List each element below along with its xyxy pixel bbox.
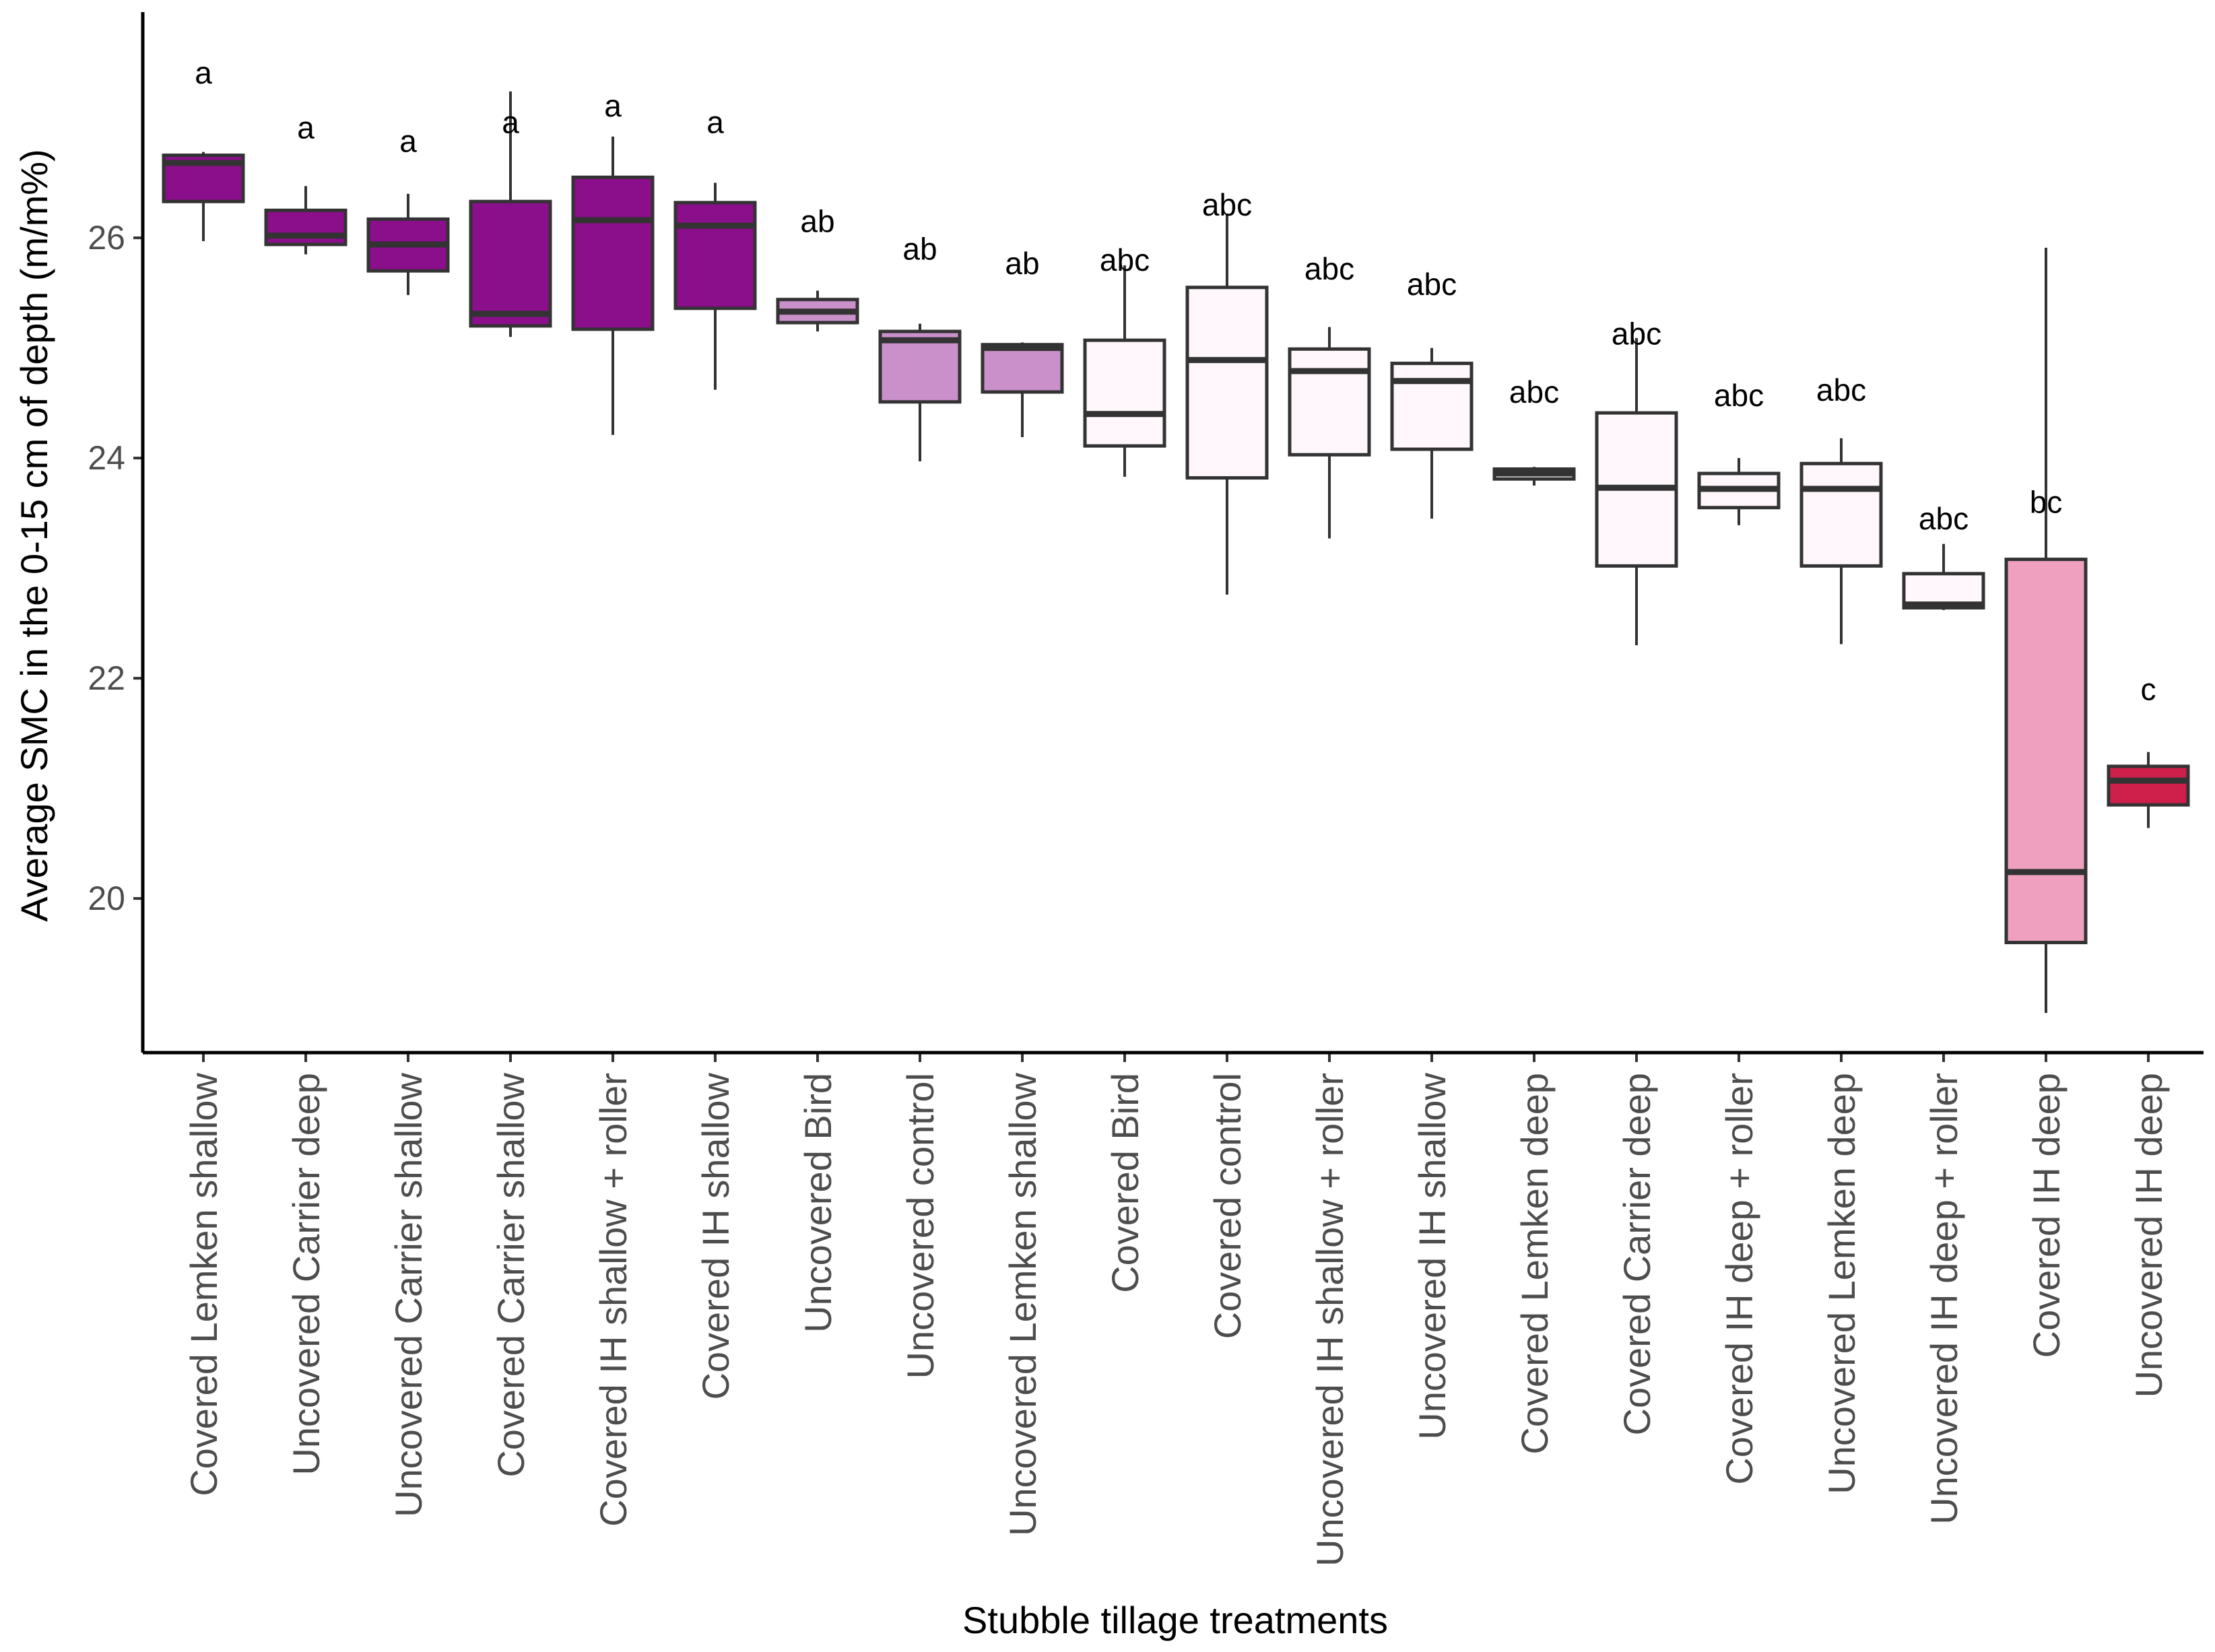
box-uncovered-carrier-deep [264,186,348,255]
box-covered-ih-shallow-roller [571,136,655,435]
significance-label: abc [1816,372,1866,407]
box-uncovered-ih-deep-roller [1902,543,1985,610]
box-body [2004,558,2088,945]
y-tick-label: 22 [88,659,125,697]
x-tick-label: Uncovered Lemken deep [1820,1073,1863,1494]
box-uncovered-carrier-shallow [366,193,450,296]
box-body [981,343,1064,394]
x-tick-label: Covered IH shallow [694,1072,737,1399]
x-tick-label: Covered control [1206,1073,1249,1339]
axes [141,12,2204,1055]
box-uncovered-ih-deep [2107,752,2190,828]
x-tick-label: Covered Lemken shallow [183,1072,225,1496]
significance-label: a [706,104,724,139]
significance-label: bc [2030,485,2063,520]
y-axis-title-group: Average SMC in the 0-15 cm of depth (m/m… [13,149,55,921]
x-tick-label: Uncovered Lemken shallow [1001,1072,1044,1535]
significance-label: abc [1509,374,1559,409]
significance-label: a [195,55,212,90]
x-tick-label: Uncovered Carrier deep [285,1073,327,1476]
x-tick-label: Covered Bird [1104,1073,1146,1293]
x-tick-label: Covered IH deep + roller [1718,1073,1760,1485]
x-tick-label: Covered Lemken deep [1513,1073,1556,1455]
box-covered-lemken-shallow [162,152,245,242]
box-uncovered-ih-shallow [1390,348,1474,519]
box-covered-ih-shallow [673,183,757,390]
x-tick-label: Covered IH shallow + roller [592,1073,634,1527]
significance-label: ab [800,204,834,239]
x-tick-label: Covered IH deep [2025,1073,2068,1358]
box-uncovered-ih-shallow-roller [1288,327,1371,539]
box-uncovered-lemken-deep [1799,438,1883,645]
significance-label: abc [1304,251,1354,286]
x-axis-ticks: Covered Lemken shallow Uncovered Carrier … [183,1053,2170,1566]
significance-label: a [502,104,519,139]
significance-label: abc [1100,242,1150,277]
box-uncovered-lemken-shallow [981,342,1064,438]
box-covered-control [1185,213,1269,595]
box-body [469,199,552,328]
box-uncovered-control [878,323,962,462]
significance-label: abc [1202,187,1252,222]
x-tick-label: Uncovered control [899,1073,941,1379]
box-body [1799,461,1883,568]
significance-label: abc [1714,378,1764,413]
box-body [264,208,348,246]
box-body [1185,286,1269,480]
x-tick-label: Uncovered IH shallow + roller [1309,1073,1351,1566]
significance-label: ab [902,232,937,267]
box-series [162,91,2190,1014]
significance-label: a [297,110,315,145]
box-covered-carrier-deep [1595,337,1678,646]
box-body [1390,362,1474,451]
box-body [1083,338,1166,448]
box-covered-ih-deep-roller [1697,458,1781,525]
box-covered-ih-deep [2004,247,2088,1014]
y-tick-label: 26 [88,219,125,257]
y-axis-title: Average SMC in the 0-15 cm of depth (m/m… [13,149,55,921]
x-tick-label: Uncovered Bird [797,1073,839,1333]
x-axis-title: Stubble tillage treatments [962,1599,1388,1641]
significance-label: c [2141,671,2156,706]
box-body [673,201,757,310]
box-uncovered-bird [776,290,859,332]
x-tick-label: Covered Carrier shallow [490,1072,532,1477]
box-covered-carrier-shallow [469,91,552,337]
x-tick-label: Uncovered IH deep + roller [1923,1073,1965,1525]
x-tick-label: Uncovered IH deep [2127,1073,2170,1398]
box-body [2107,764,2190,807]
y-axis-ticks: 20 22 24 26 [88,219,143,917]
significance-label: abc [1612,316,1661,351]
box-body [1288,347,1371,457]
significance-label: a [604,88,622,123]
y-tick-label: 24 [88,439,125,477]
x-tick-label: Uncovered IH shallow [1411,1072,1453,1439]
significance-label: a [399,123,417,158]
significance-label: ab [1005,246,1039,281]
box-covered-lemken-deep [1492,467,1576,486]
significance-labels: a a a a a a ab ab ab abc abc abc abc abc abc abc abc abc b… [195,55,2156,707]
box-body [571,175,655,331]
x-tick-label: Covered Carrier deep [1616,1073,1658,1435]
box-covered-bird [1083,265,1166,477]
significance-label: abc [1919,501,1969,536]
significance-label: abc [1407,267,1457,302]
x-tick-label: Uncovered Carrier shallow [387,1072,430,1517]
y-tick-label: 20 [88,880,125,917]
